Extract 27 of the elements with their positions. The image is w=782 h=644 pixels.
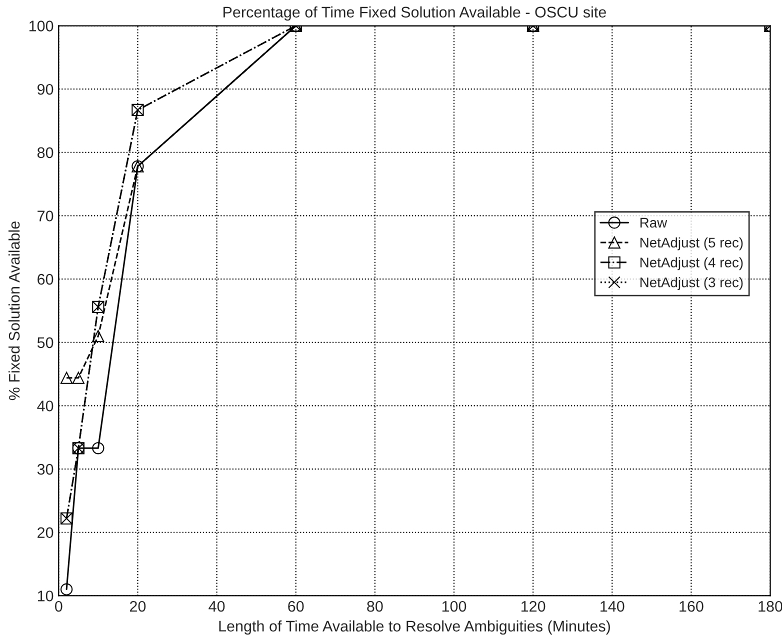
x-axis-title: Length of Time Available to Resolve Ambiguities (Minutes) xyxy=(219,620,610,635)
y-tick-label: 20 xyxy=(38,527,54,538)
y-tick-label: 80 xyxy=(37,147,54,158)
x-tick-label: 60 xyxy=(288,600,304,612)
legend-label: NetAdjust (5 rec) xyxy=(640,237,743,250)
legend-label: Raw xyxy=(640,218,668,228)
y-tick-label: 10 xyxy=(38,590,54,602)
y-axis-title: % Fixed Solution Available xyxy=(8,222,20,400)
x-tick-label: 100 xyxy=(442,600,466,612)
legend-label: NetAdjust (4 rec) xyxy=(640,257,743,270)
y-tick-label: 90 xyxy=(38,84,54,95)
x-tick-label: 0 xyxy=(55,600,62,612)
y-tick-label: 70 xyxy=(38,210,54,222)
y-tick-label: 40 xyxy=(37,400,54,412)
chart-title: Percentage of Time Fixed Solution Available - OSCU site xyxy=(224,6,606,21)
x-tick-label: 20 xyxy=(130,600,146,612)
x-tick-label: 120 xyxy=(521,600,546,612)
x-tick-label: 160 xyxy=(680,600,704,612)
y-tick-label: 60 xyxy=(38,274,54,285)
y-tick-label: 100 xyxy=(29,20,54,32)
x-tick-label: 80 xyxy=(367,600,383,612)
x-tick-label: 180 xyxy=(758,600,782,612)
y-tick-label: 50 xyxy=(37,337,54,348)
legend-label: NetAdjust (3 rec) xyxy=(640,277,743,290)
x-tick-label: 40 xyxy=(208,600,225,612)
x-tick-label: 140 xyxy=(600,600,624,612)
y-tick-label: 30 xyxy=(37,464,54,475)
